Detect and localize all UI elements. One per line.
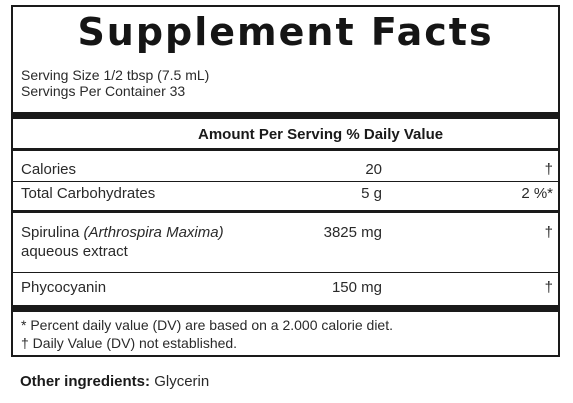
other-ingredients: Other ingredients: Glycerin [20,372,209,392]
column-header: Amount Per Serving % Daily Value [198,126,444,143]
row-dv-spirulina: † [544,224,553,241]
row-name-carbohydrates: Total Carbohydrates [21,185,156,202]
row-name-phycocyanin: Phycocyanin [21,279,107,296]
thick-divider [13,112,558,119]
footnote-dv: * Percent daily value (DV) are based on … [21,317,393,333]
row-amount-carbohydrates: 5 g [361,185,382,202]
row-name-calories: Calories [21,161,77,178]
row-dv-calories: † [544,161,553,178]
spirulina-species: (Arthrospira Maxima) [83,224,224,241]
servings-per-container: Servings Per Container 33 [21,83,186,99]
row-dv-carbohydrates: 2 %* [521,185,553,202]
thick-divider-bottom [13,305,558,312]
supplement-facts-panel: Supplement Facts Serving Size 1/2 tbsp (… [11,5,560,357]
row-name-spirulina-line2: aqueous extract [21,243,128,260]
serving-size: Serving Size 1/2 tbsp (7.5 mL) [21,67,210,83]
row-dv-phycocyanin: † [544,279,553,296]
other-ingredients-label: Other ingredients: [20,373,151,390]
section-divider [13,210,558,213]
row-amount-spirulina: 3825 mg [323,224,382,241]
row-name-spirulina: Spirulina (Arthrospira Maxima) [21,224,224,241]
row-amount-calories: 20 [365,161,382,178]
header-divider [13,148,558,151]
other-ingredients-value: Glycerin [154,373,210,390]
row-divider [13,272,558,273]
row-divider [13,181,558,182]
panel-title: Supplement Facts [77,10,494,54]
footnote-not-established: † Daily Value (DV) not established. [21,335,238,351]
spirulina-label: Spirulina [21,224,80,241]
row-amount-phycocyanin: 150 mg [331,279,382,296]
